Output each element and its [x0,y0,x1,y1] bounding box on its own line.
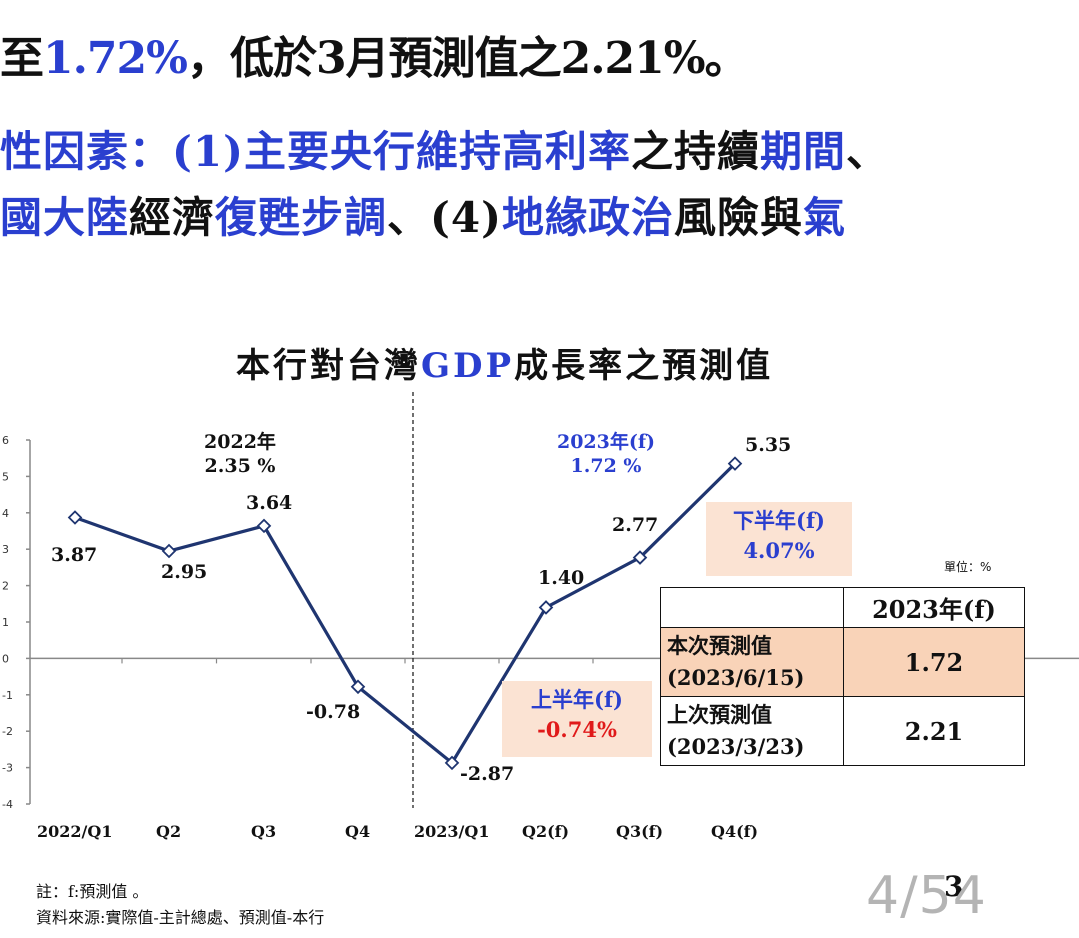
header-line2-segment: 、 [846,127,890,176]
header-line3-segment: 國大陸 [0,193,130,242]
header-line-2: 性因素：(1)主要央行維持高利率之持續期間、 [0,118,889,179]
page-number: 3 [944,870,964,903]
row-value: 1.72 [843,627,1025,697]
gdp-line-chart: 6 5 4 3 2 1 0 -1 -2 -3 -4 [2,392,1079,811]
data-label: 3.87 [51,543,98,566]
h2-value: 4.07% [743,538,815,563]
data-label: 1.40 [538,567,585,590]
row-label-line1: 上次預測值 [667,702,772,727]
header-line3-segment: 經濟 [129,193,216,242]
data-point-marker [161,543,177,559]
data-point-marker [727,456,743,471]
annotation-2023: 2023年(f) 1.72 % [546,430,666,478]
x-category-label: Q3 [251,822,277,841]
row-label-line2: (2023/6/15) [667,665,805,690]
y-tick-label: 6 [2,434,9,447]
y-tick-label: 3 [2,543,9,556]
h1-value: -0.74% [537,717,617,742]
data-label: 2.77 [612,513,659,536]
h1-title: 上半年(f) [531,687,623,712]
data-point-marker [444,755,460,771]
row-label: 上次預測值 (2023/3/23) [660,696,844,766]
header-line1-segment: 1.72% [43,33,188,84]
page-counter: 4/54 [866,866,987,926]
data-point-marker [67,510,83,525]
chart-title: 本行對台灣GDP成長率之預測值 [236,338,773,387]
header-line2-segment: 性因素：(1) [0,127,244,176]
table-corner [660,587,844,628]
table-header: 2023年(f) [843,587,1025,628]
table-row: 本次預測值 (2023/6/15) 1.72 [660,627,1025,697]
chart-title-prefix: 本行對台灣 [236,346,421,386]
data-point-marker [632,550,648,565]
header-line3-segment: 復甦步調 [215,193,388,242]
y-tick-label: 5 [2,470,9,483]
x-category-label: Q4(f) [711,822,759,841]
y-tick-label: 1 [2,616,9,629]
note-text: 註：f:預測值 。 [36,882,149,901]
row-label-line2: (2023/3/23) [667,734,805,759]
table-header-row: 2023年(f) [660,587,1025,628]
header-line2-segment: 期間 [760,127,847,176]
series-line [74,462,737,766]
unit-label: 單位：% [944,560,992,574]
header-line2-segment: 主要央行維持高利率 [243,127,631,176]
annotation-2022-value: 2.35 % [204,455,276,477]
annotation-2023-title: 2023年(f) [556,431,656,453]
annotation-2022: 2022年 2.35 % [190,430,290,478]
data-label: 5.35 [745,433,792,456]
y-tick-label: -1 [2,689,13,702]
x-category-label: 2023/Q1 [414,822,490,841]
h1-forecast-box: 上半年(f) -0.74% [502,681,652,757]
header-line3-segment: 氣 [803,193,847,242]
data-label: 3.64 [246,491,293,514]
table-row: 上次預測值 (2023/3/23) 2.21 [660,696,1025,766]
chart-title-suffix: 成長率之預測值 [514,346,774,386]
x-category-label: Q4 [345,822,371,841]
data-point-marker [350,679,366,695]
header-line1-segment: 至 [0,33,44,84]
y-tick-label: -2 [2,725,13,738]
y-tick-label: -4 [2,798,13,811]
header-line3-segment: 、(4) [387,193,503,242]
header-line-3: 國大陸經濟復甦步調、(4)地緣政治風險與氣 [0,184,846,245]
header-line2-segment: 之持續 [630,127,760,176]
row-label-line1: 本次預測值 [667,633,772,658]
chart-title-highlight: GDP [421,346,515,386]
x-category-label: 2022/Q1 [37,822,113,841]
header-line3-segment: 地緣政治 [502,193,675,242]
data-point-marker [538,600,554,615]
header-line3-segment: 風險與 [674,193,804,242]
x-category-label: Q2 [156,822,182,841]
y-tick-label: 2 [2,580,9,593]
header-line-1: 至1.72%，低於3月預測值之2.21%。 [0,22,749,86]
data-label: 2.95 [161,561,208,584]
forecast-table: 2023年(f) 本次預測值 (2023/6/15) 1.72 上次預測值 (2… [660,587,1025,766]
annotation-2023-value: 1.72 % [570,455,642,477]
y-tick-label: 4 [2,507,9,520]
y-tick-label: 0 [2,652,9,665]
x-category-label: Q2(f) [522,822,570,841]
row-value: 2.21 [843,696,1025,766]
annotation-2022-title: 2022年 [204,431,276,453]
h2-title: 下半年(f) [733,508,825,533]
row-label: 本次預測值 (2023/6/15) [660,627,844,697]
x-category-label: Q3(f) [616,822,664,841]
data-point-marker [256,518,272,534]
source-text: 資料來源:實際值-主計總處、預測值-本行 [36,908,325,927]
data-label: -0.78 [306,700,361,723]
h2-forecast-box: 下半年(f) 4.07% [706,502,852,576]
y-tick-label: -3 [2,762,13,775]
data-label: -2.87 [460,762,515,785]
header-line1-segment: ，低於3月預測值之2.21%。 [186,33,749,84]
